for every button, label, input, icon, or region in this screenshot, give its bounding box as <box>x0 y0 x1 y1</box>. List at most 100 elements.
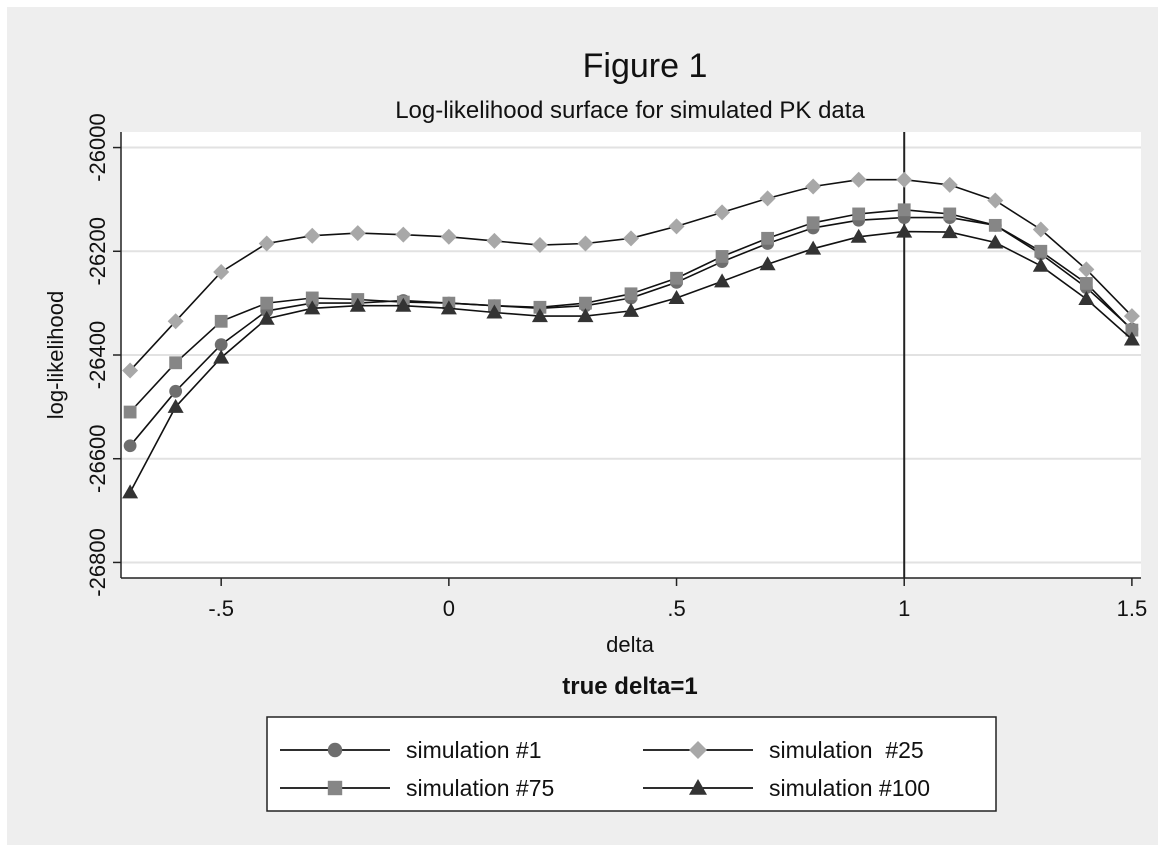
y-tick-label: -26000 <box>85 113 110 182</box>
legend-label: simulation #100 <box>769 775 930 801</box>
data-point <box>258 235 275 252</box>
data-point <box>714 273 731 288</box>
data-point <box>668 289 685 304</box>
data-point <box>213 264 230 281</box>
data-point <box>486 232 503 249</box>
data-point <box>1125 323 1139 337</box>
data-point <box>579 296 592 310</box>
legend-item: simulation #100 <box>643 775 930 801</box>
data-point <box>577 235 594 252</box>
legend-item: simulation #25 <box>643 737 924 763</box>
series-triangle <box>122 223 1140 499</box>
data-point <box>304 227 321 244</box>
data-point <box>987 234 1004 249</box>
data-point <box>852 207 866 221</box>
data-point <box>670 271 683 285</box>
series-layer <box>122 171 1140 499</box>
data-point <box>715 250 729 263</box>
data-point <box>305 291 319 305</box>
legend-item: simulation #75 <box>280 775 554 801</box>
gridlines <box>121 146 1141 564</box>
legend-box <box>266 716 997 812</box>
data-point <box>1123 308 1140 325</box>
data-point <box>258 310 275 325</box>
y-tick-label: -26600 <box>85 424 110 493</box>
data-point <box>761 231 775 245</box>
data-point <box>759 190 776 207</box>
x-tick-label: .5 <box>667 596 685 621</box>
legend: simulation #1 simulation #25 simulation #7… <box>280 737 930 801</box>
x-tick-label: 1.5 <box>1117 596 1148 621</box>
data-point <box>533 300 547 314</box>
data-point <box>531 308 548 323</box>
y-tick-label: -26400 <box>85 321 110 390</box>
legend-item: simulation #1 <box>280 737 542 763</box>
legend-marker <box>327 742 343 758</box>
chart-note: true delta=1 <box>562 673 697 700</box>
data-point <box>896 171 913 188</box>
data-point <box>1078 261 1095 278</box>
y-tick-label: -26800 <box>85 528 110 597</box>
data-point <box>214 338 228 352</box>
data-point <box>169 356 183 370</box>
data-point <box>122 362 139 379</box>
data-point <box>805 178 822 195</box>
data-point <box>1079 277 1093 290</box>
data-point <box>304 300 321 315</box>
data-point <box>440 228 457 245</box>
data-point <box>623 230 639 247</box>
x-axis-ticks: -.5 0 .5 1 1.5 <box>208 578 1147 621</box>
x-tick-label: 1 <box>898 596 910 621</box>
legend-marker <box>327 780 343 796</box>
data-point <box>987 192 1004 209</box>
data-point <box>896 223 913 238</box>
legend-label: simulation #25 <box>769 737 924 763</box>
data-point <box>577 308 594 323</box>
data-point <box>167 398 184 413</box>
data-point <box>122 484 139 499</box>
data-point <box>167 313 184 330</box>
data-point <box>169 384 183 398</box>
data-point <box>214 314 228 328</box>
legend-marker <box>689 779 707 795</box>
data-point <box>941 176 958 193</box>
data-point <box>668 218 685 235</box>
data-point <box>1032 257 1049 272</box>
data-point <box>213 349 230 364</box>
legend-marker <box>689 741 707 759</box>
data-point <box>123 439 137 453</box>
data-point <box>988 218 1002 232</box>
data-point <box>805 240 822 255</box>
x-axis-label: delta <box>606 632 654 657</box>
data-point <box>1032 221 1049 238</box>
data-point <box>440 300 457 315</box>
data-point <box>531 237 548 254</box>
data-point <box>623 302 639 317</box>
x-tick-label: -.5 <box>208 596 234 621</box>
legend-label: simulation #75 <box>406 775 554 801</box>
data-point <box>624 287 638 301</box>
data-point <box>349 225 366 242</box>
data-point <box>1034 244 1048 258</box>
data-point <box>486 304 503 319</box>
data-point <box>395 226 412 243</box>
series-square <box>123 203 1139 419</box>
chart-subtitle: Log-likelihood surface for simulated PK … <box>395 97 865 124</box>
data-point <box>349 297 366 312</box>
data-point <box>714 204 731 221</box>
data-point <box>850 228 867 243</box>
data-point <box>759 256 776 271</box>
y-axis-label: log-likelihood <box>43 291 68 419</box>
data-point <box>806 216 820 230</box>
data-point <box>123 405 137 419</box>
data-point <box>850 171 867 188</box>
data-point <box>395 297 412 312</box>
chart-title: Figure 1 <box>583 47 708 85</box>
x-tick-label: 0 <box>443 596 455 621</box>
series-diamond <box>122 171 1140 379</box>
y-tick-label: -26200 <box>85 217 110 286</box>
data-point <box>943 207 957 221</box>
data-point <box>1123 331 1140 346</box>
legend-label: simulation #1 <box>406 737 542 763</box>
